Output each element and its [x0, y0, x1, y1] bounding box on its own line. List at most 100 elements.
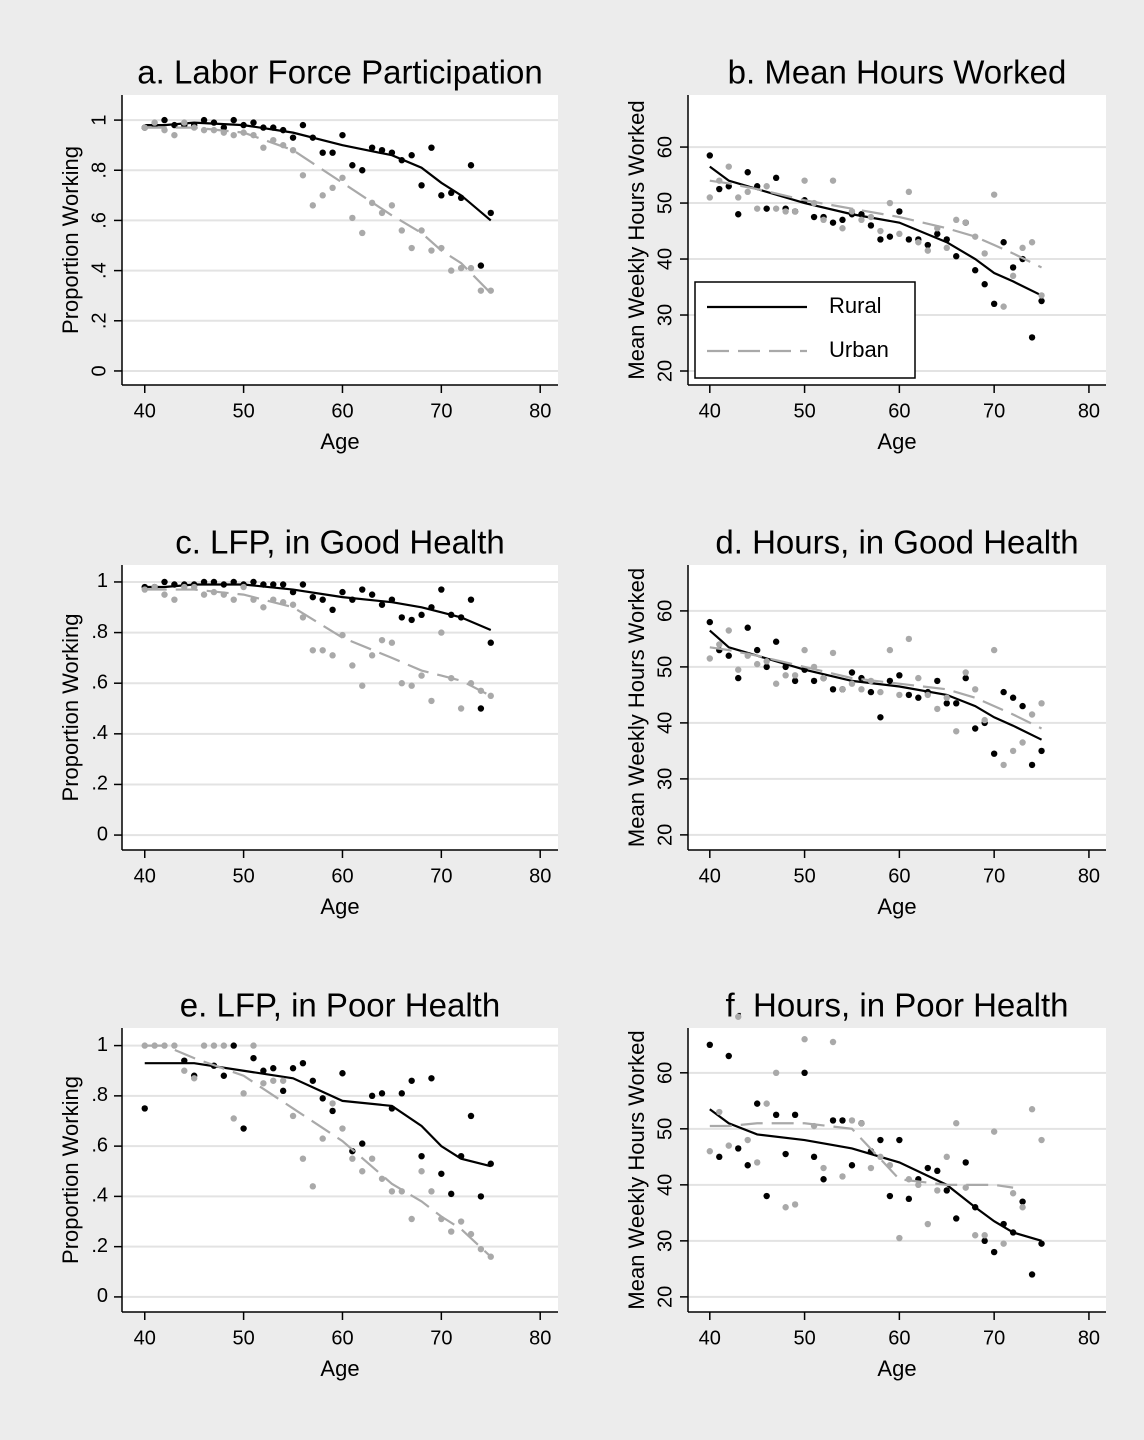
- data-point: [1009, 264, 1017, 271]
- data-point: [886, 677, 894, 685]
- data-point: [378, 636, 386, 644]
- data-point: [801, 1036, 808, 1043]
- data-point: [763, 205, 770, 212]
- data-point: [829, 219, 837, 226]
- data-point: [801, 1069, 808, 1077]
- data-point: [886, 199, 894, 207]
- data-point: [763, 1192, 770, 1200]
- data-point: [905, 188, 913, 196]
- data-point: [725, 1052, 732, 1060]
- data-point: [829, 649, 837, 657]
- data-point: [886, 646, 894, 654]
- y-tick-label: 0: [97, 823, 108, 845]
- data-point: [438, 629, 445, 636]
- data-point: [801, 177, 808, 184]
- data-point: [181, 119, 188, 126]
- data-point: [772, 1069, 780, 1077]
- data-point: [848, 1162, 856, 1169]
- y-tick-label: .6: [88, 212, 110, 229]
- data-point: [735, 211, 742, 218]
- data-point: [981, 250, 988, 257]
- chart-title: d. Hours, in Good Health: [715, 524, 1078, 561]
- data-point: [829, 177, 837, 184]
- data-point: [260, 1067, 267, 1074]
- data-point: [487, 639, 494, 646]
- panel: e. LFP, in Poor Health 0 .2 .4 .6 .8 1 40 50 60 70…: [58, 987, 558, 1381]
- data-point: [753, 1159, 761, 1166]
- data-point: [171, 596, 178, 603]
- data-point: [990, 300, 998, 308]
- data-point: [810, 1153, 818, 1161]
- plot-area: [122, 95, 558, 385]
- data-point: [141, 1105, 148, 1112]
- data-point: [772, 205, 780, 212]
- data-point: [934, 230, 941, 238]
- data-point: [915, 694, 922, 701]
- y-axis-label: Mean Weekly Hours Worked: [624, 1030, 649, 1309]
- data-point: [250, 1054, 257, 1062]
- data-point: [378, 209, 386, 217]
- data-point: [716, 1108, 723, 1116]
- data-point: [1038, 1240, 1045, 1247]
- y-tick-label: .8: [88, 162, 110, 179]
- data-point: [753, 660, 761, 668]
- data-point: [772, 638, 780, 645]
- data-point: [220, 124, 228, 131]
- data-point: [250, 119, 257, 126]
- data-point: [339, 131, 346, 139]
- data-point: [896, 691, 903, 699]
- data-point: [735, 666, 742, 673]
- data-point: [858, 216, 865, 224]
- data-point: [981, 281, 988, 288]
- x-tick-label: 80: [1078, 865, 1100, 887]
- data-point: [1038, 700, 1045, 707]
- data-point: [319, 149, 326, 156]
- data-point: [1000, 1240, 1007, 1247]
- x-tick-label: 60: [888, 1327, 910, 1349]
- data-point: [309, 593, 317, 601]
- data-point: [319, 192, 326, 199]
- data-point: [299, 172, 307, 179]
- data-point: [359, 1168, 366, 1175]
- data-point: [289, 1065, 297, 1072]
- data-point: [378, 1175, 386, 1182]
- data-point: [467, 162, 475, 169]
- x-tick-label: 70: [983, 1327, 1005, 1349]
- data-point: [915, 1181, 922, 1189]
- y-axis-label: Mean Weekly Hours Worked: [624, 568, 649, 847]
- y-tick-label: 0: [88, 365, 110, 376]
- data-point: [408, 1077, 415, 1084]
- data-point: [270, 1065, 277, 1072]
- data-point: [448, 1228, 455, 1235]
- data-point: [753, 205, 761, 212]
- data-point: [877, 714, 884, 721]
- data-point: [359, 167, 366, 174]
- data-point: [1028, 711, 1036, 718]
- data-point: [438, 586, 445, 593]
- data-point: [1038, 747, 1045, 755]
- data-point: [829, 686, 837, 693]
- data-point: [388, 202, 396, 209]
- data-point: [368, 144, 376, 151]
- data-point: [953, 728, 960, 735]
- data-point: [309, 1077, 317, 1084]
- data-point: [230, 1115, 237, 1122]
- y-tick-label: 60: [654, 600, 676, 622]
- data-point: [924, 1164, 932, 1172]
- data-point: [220, 1042, 228, 1049]
- data-point: [398, 614, 405, 621]
- data-point: [349, 1155, 356, 1162]
- y-tick-label: 20: [654, 1286, 676, 1308]
- x-tick-label: 70: [430, 1327, 452, 1349]
- data-point: [962, 669, 969, 676]
- data-point: [1000, 688, 1007, 696]
- data-point: [763, 1100, 770, 1107]
- data-point: [934, 677, 941, 685]
- data-point: [924, 241, 932, 249]
- y-tick-label: 30: [654, 768, 676, 790]
- data-point: [477, 1193, 485, 1200]
- x-tick-label: 50: [793, 865, 815, 887]
- y-tick-label: .4: [88, 262, 110, 279]
- data-point: [905, 635, 913, 643]
- x-axis-label: Age: [320, 1356, 359, 1381]
